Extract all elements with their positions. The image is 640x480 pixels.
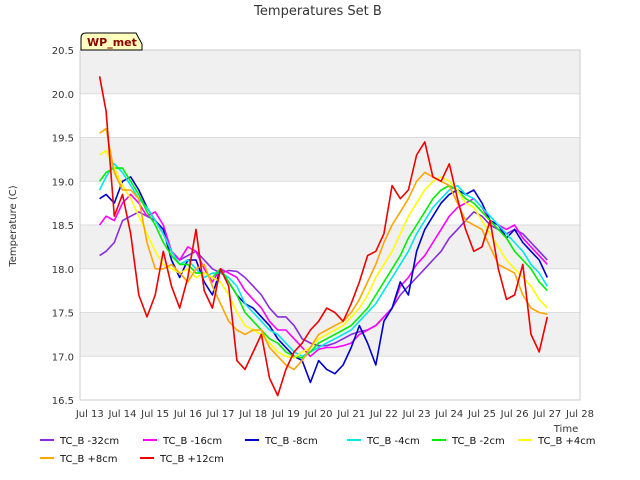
series-line-tcb+12cm [98, 76, 549, 397]
x-tick-label: Jul 22 [369, 409, 398, 420]
x-tick-label: Jul 13 [75, 409, 104, 420]
x-axis-label: Time [553, 424, 578, 435]
x-tick-label: Jul 14 [107, 409, 136, 420]
y-tick-label: 16.5 [52, 396, 74, 407]
x-tick-label: Jul 25 [467, 409, 496, 420]
x-tick-label: Jul 17 [206, 409, 235, 420]
y-tick-label: 17.5 [52, 309, 74, 320]
legend-item: TC_B -16cm [143, 436, 222, 447]
y-tick-label: 19.0 [52, 177, 74, 188]
legend-item: TC_B -4cm [347, 436, 420, 447]
legend-label: TC_B -2cm [451, 436, 505, 447]
x-tick-label: Jul 24 [434, 409, 463, 420]
x-tick-label: Jul 18 [238, 409, 267, 420]
y-tick-label: 20.0 [52, 90, 74, 101]
x-tick-label: Jul 21 [336, 409, 365, 420]
legend-item: TC_B -2cm [432, 436, 505, 447]
x-tick-labels: Jul 13 Jul 14 Jul 15 Jul 16 Jul 17 Jul 18 Jul … [75, 409, 594, 420]
legend-label: TC_B -16cm [162, 436, 222, 447]
legend-item: TC_B -8cm [245, 436, 318, 447]
series-line-tcb+8cm [99, 127, 548, 371]
legend-label: TC_B -8cm [264, 436, 318, 447]
legend-label: TC_B -32cm [59, 436, 119, 447]
legend-label: TC_B +12cm [159, 454, 224, 465]
x-tick-label: Jul 20 [304, 409, 333, 420]
x-tick-label: Jul 28 [565, 409, 594, 420]
tag-label: WP_met [87, 36, 137, 49]
tag-box [80, 32, 143, 51]
series-line-tcb+4cm [99, 149, 548, 359]
background-band [80, 312, 580, 357]
y-tick-label: 20.5 [52, 46, 74, 57]
y-axis-label: Temperature (C) [8, 185, 19, 267]
y-tick-labels: 16.5 17.0 17.5 18.0 18.5 19.0 19.5 20.0 20.5 [52, 46, 74, 407]
series-lines [98, 76, 549, 397]
x-tick-label: Jul 26 [500, 409, 529, 420]
y-tick-label: 19.5 [52, 134, 74, 145]
plot-frame [79, 49, 581, 401]
x-tick-label: Jul 27 [532, 409, 561, 420]
x-tick-label: Jul 16 [173, 409, 202, 420]
background-band [80, 50, 580, 94]
background-band [80, 356, 580, 400]
background-band [80, 137, 580, 182]
plot-background-bands [80, 50, 580, 400]
y-tick-label: 18.5 [52, 221, 74, 232]
x-tick-label: Jul 15 [140, 409, 169, 420]
legend-label: TC_B -4cm [366, 436, 420, 447]
chart-title: Temperatures Set B [253, 4, 382, 19]
series-line-tcb-8cm [99, 176, 549, 384]
legend: TC_B -32cm TC_B -16cm TC_B -8cm TC_B -4cm TC… [40, 436, 596, 465]
wp-met-tag: WP_met [80, 32, 143, 51]
legend-item: TC_B +8cm [40, 454, 118, 465]
background-band [80, 268, 580, 313]
x-tick-label: Jul 23 [402, 409, 431, 420]
x-tick-label: Jul 19 [271, 409, 300, 420]
y-tick-label: 17.0 [52, 352, 74, 363]
legend-item: TC_B -32cm [40, 436, 119, 447]
background-band [80, 181, 580, 225]
series-line-tcb-2cm [98, 167, 548, 359]
legend-label: TC_B +8cm [59, 454, 118, 465]
legend-label: TC_B +4cm [537, 436, 596, 447]
legend-item: TC_B +12cm [140, 454, 224, 465]
legend-item: TC_B +4cm [518, 436, 596, 447]
y-tick-label: 18.0 [52, 265, 74, 276]
background-band [80, 93, 580, 138]
series-line-tcb-4cm [98, 163, 548, 358]
